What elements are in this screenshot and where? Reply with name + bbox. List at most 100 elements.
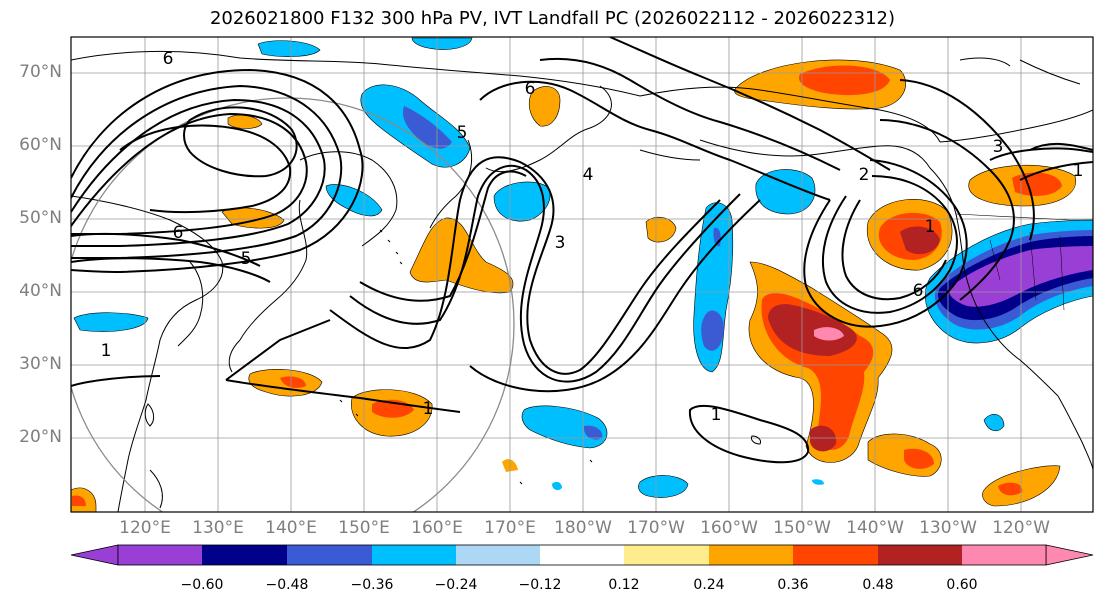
colorbar-cell: [118, 545, 202, 565]
neg-anomaly-s1: [638, 475, 689, 498]
lat-label: 20°N: [19, 427, 62, 447]
colorbar-extend-left: [70, 544, 119, 566]
neg-anomaly-top2: [411, 37, 473, 50]
colorbar-tick: −0.48: [265, 577, 309, 593]
contour-label: 1: [925, 217, 936, 237]
lon-label: 140°E: [265, 518, 317, 538]
coast-arctic-islands: [959, 57, 1011, 67]
contour-label: 6: [525, 79, 536, 99]
colorbar-cell: [287, 545, 372, 565]
neg-anomaly-hawaii-w: [521, 405, 608, 449]
contour-labels: 6 6 5 1 6 5 4 3 2 1 6 3 1 1 1: [101, 49, 1084, 425]
colorbar-cell: [456, 545, 540, 565]
contour-ne-trough-4: [879, 119, 1015, 301]
contour-ne-trough-2: [822, 175, 958, 314]
contour-1-main-b: [225, 319, 331, 381]
colorbar-cell: [372, 545, 456, 565]
colorbar-tick: −0.36: [350, 577, 394, 593]
lat-label: 30°N: [19, 354, 62, 374]
pos-anomaly-hawaii-core: [810, 425, 837, 452]
pos-anomaly-subtropical-peak: [814, 327, 844, 341]
coast-okhotsk: [299, 151, 398, 247]
colorbar-tick: 0.12: [608, 577, 640, 593]
border-us-canada: [955, 213, 1093, 221]
coast-alaska-south: [699, 139, 931, 169]
colorbar-cell: [878, 545, 962, 565]
pos-anomaly-kamchatka-n: [528, 86, 561, 127]
neg-anomaly-hawaii-w-core: [584, 425, 603, 440]
contour-w-6: [71, 232, 261, 267]
coast-asia-north: [71, 50, 641, 97]
colorbar-tick: 0.36: [777, 577, 809, 593]
map-layers: 6 6 5 1 6 5 4 3 2 1 6 3 1 1 1: [71, 37, 1093, 512]
contour-nw-4: [71, 112, 308, 235]
contour-e-1: [1029, 142, 1093, 151]
contour-label: 5: [241, 249, 252, 269]
pos-anomaly-nw-pac: [409, 217, 514, 294]
coast-hawaii: [751, 435, 761, 445]
colorbar-extend-right: [1045, 544, 1094, 566]
colorbar-border: [117, 544, 1047, 566]
contour-label: 6: [913, 281, 924, 301]
coast-siberia-east: [485, 85, 612, 173]
pos-anomaly-subtropical-core: [768, 304, 857, 356]
coast-mexico: [1057, 395, 1093, 471]
colorbar-tick: −0.60: [180, 577, 224, 593]
border-states: [989, 231, 1065, 311]
contour-label: 5: [457, 123, 468, 143]
pos-anomaly-ryukyu-core: [280, 376, 306, 388]
colorbar-tick: −0.24: [434, 577, 478, 593]
lat-label: 70°N: [19, 62, 62, 82]
map-title: 2026021800 F132 300 hPa PV, IVT Landfall…: [209, 8, 896, 29]
lat-label: 50°N: [19, 208, 62, 228]
coast-canada-north: [939, 109, 1093, 143]
contour-ne-loop-2: [1019, 161, 1093, 181]
pos-anomaly-goa-core: [900, 226, 940, 255]
lon-label: 170°W: [627, 518, 685, 538]
colorbar-tick: −0.12: [518, 577, 562, 593]
coast-japan: [239, 199, 308, 341]
colorbar-cell: [793, 545, 878, 565]
contour-label: 3: [993, 137, 1004, 157]
colorbar-cell: [202, 545, 287, 565]
colorbar-cell: [709, 545, 793, 565]
coast-hudson: [1019, 59, 1081, 85]
lon-label: 150°E: [338, 518, 390, 538]
contour-label: 2: [859, 165, 870, 185]
coast-kamchatka: [429, 139, 473, 229]
lon-label: 180°W: [554, 518, 612, 538]
contour-nw-1: [71, 68, 364, 274]
contour-trough-w-3: [359, 170, 761, 393]
neg-anomaly-tiny1: [552, 481, 562, 491]
lon-label: 160°W: [700, 518, 758, 538]
contour-nw-inner: [183, 106, 298, 178]
lon-label: 150°W: [773, 518, 831, 538]
pos-anomaly-e-pac-core: [904, 448, 934, 469]
colorbar-cell: [962, 545, 1046, 565]
colorbar-tick: 0.24: [693, 577, 725, 593]
contour-label: 1: [423, 399, 434, 419]
coast-japan-south: [228, 339, 241, 373]
contour-ne-trough-5: [899, 79, 1035, 241]
neg-anomaly-aleutian: [493, 181, 551, 222]
lat-label: 60°N: [19, 135, 62, 155]
coast-philippines: [149, 469, 163, 509]
contour-trough-w: [329, 156, 721, 375]
contour-hawaii-loop: [688, 404, 810, 464]
neg-anomaly-kamchatka-core: [402, 106, 452, 149]
lon-label: 120°E: [119, 518, 171, 538]
lon-label: 120°W: [992, 518, 1050, 538]
contour-ridge-n-3: [609, 37, 891, 171]
contour-ne-trough-1: [803, 159, 968, 328]
contour-label: 6: [163, 49, 174, 69]
colorbar-tick: 0.48: [862, 577, 894, 593]
lat-label: 40°N: [19, 281, 62, 301]
lon-label: 130°E: [192, 518, 244, 538]
contour-nw-3: [71, 98, 326, 247]
neg-anomaly-gulf-ak: [755, 169, 816, 215]
coastlines: [71, 50, 1093, 512]
colorbar: [70, 544, 1094, 566]
contour-label: 1: [711, 405, 722, 425]
coast-us-west: [963, 267, 1059, 397]
